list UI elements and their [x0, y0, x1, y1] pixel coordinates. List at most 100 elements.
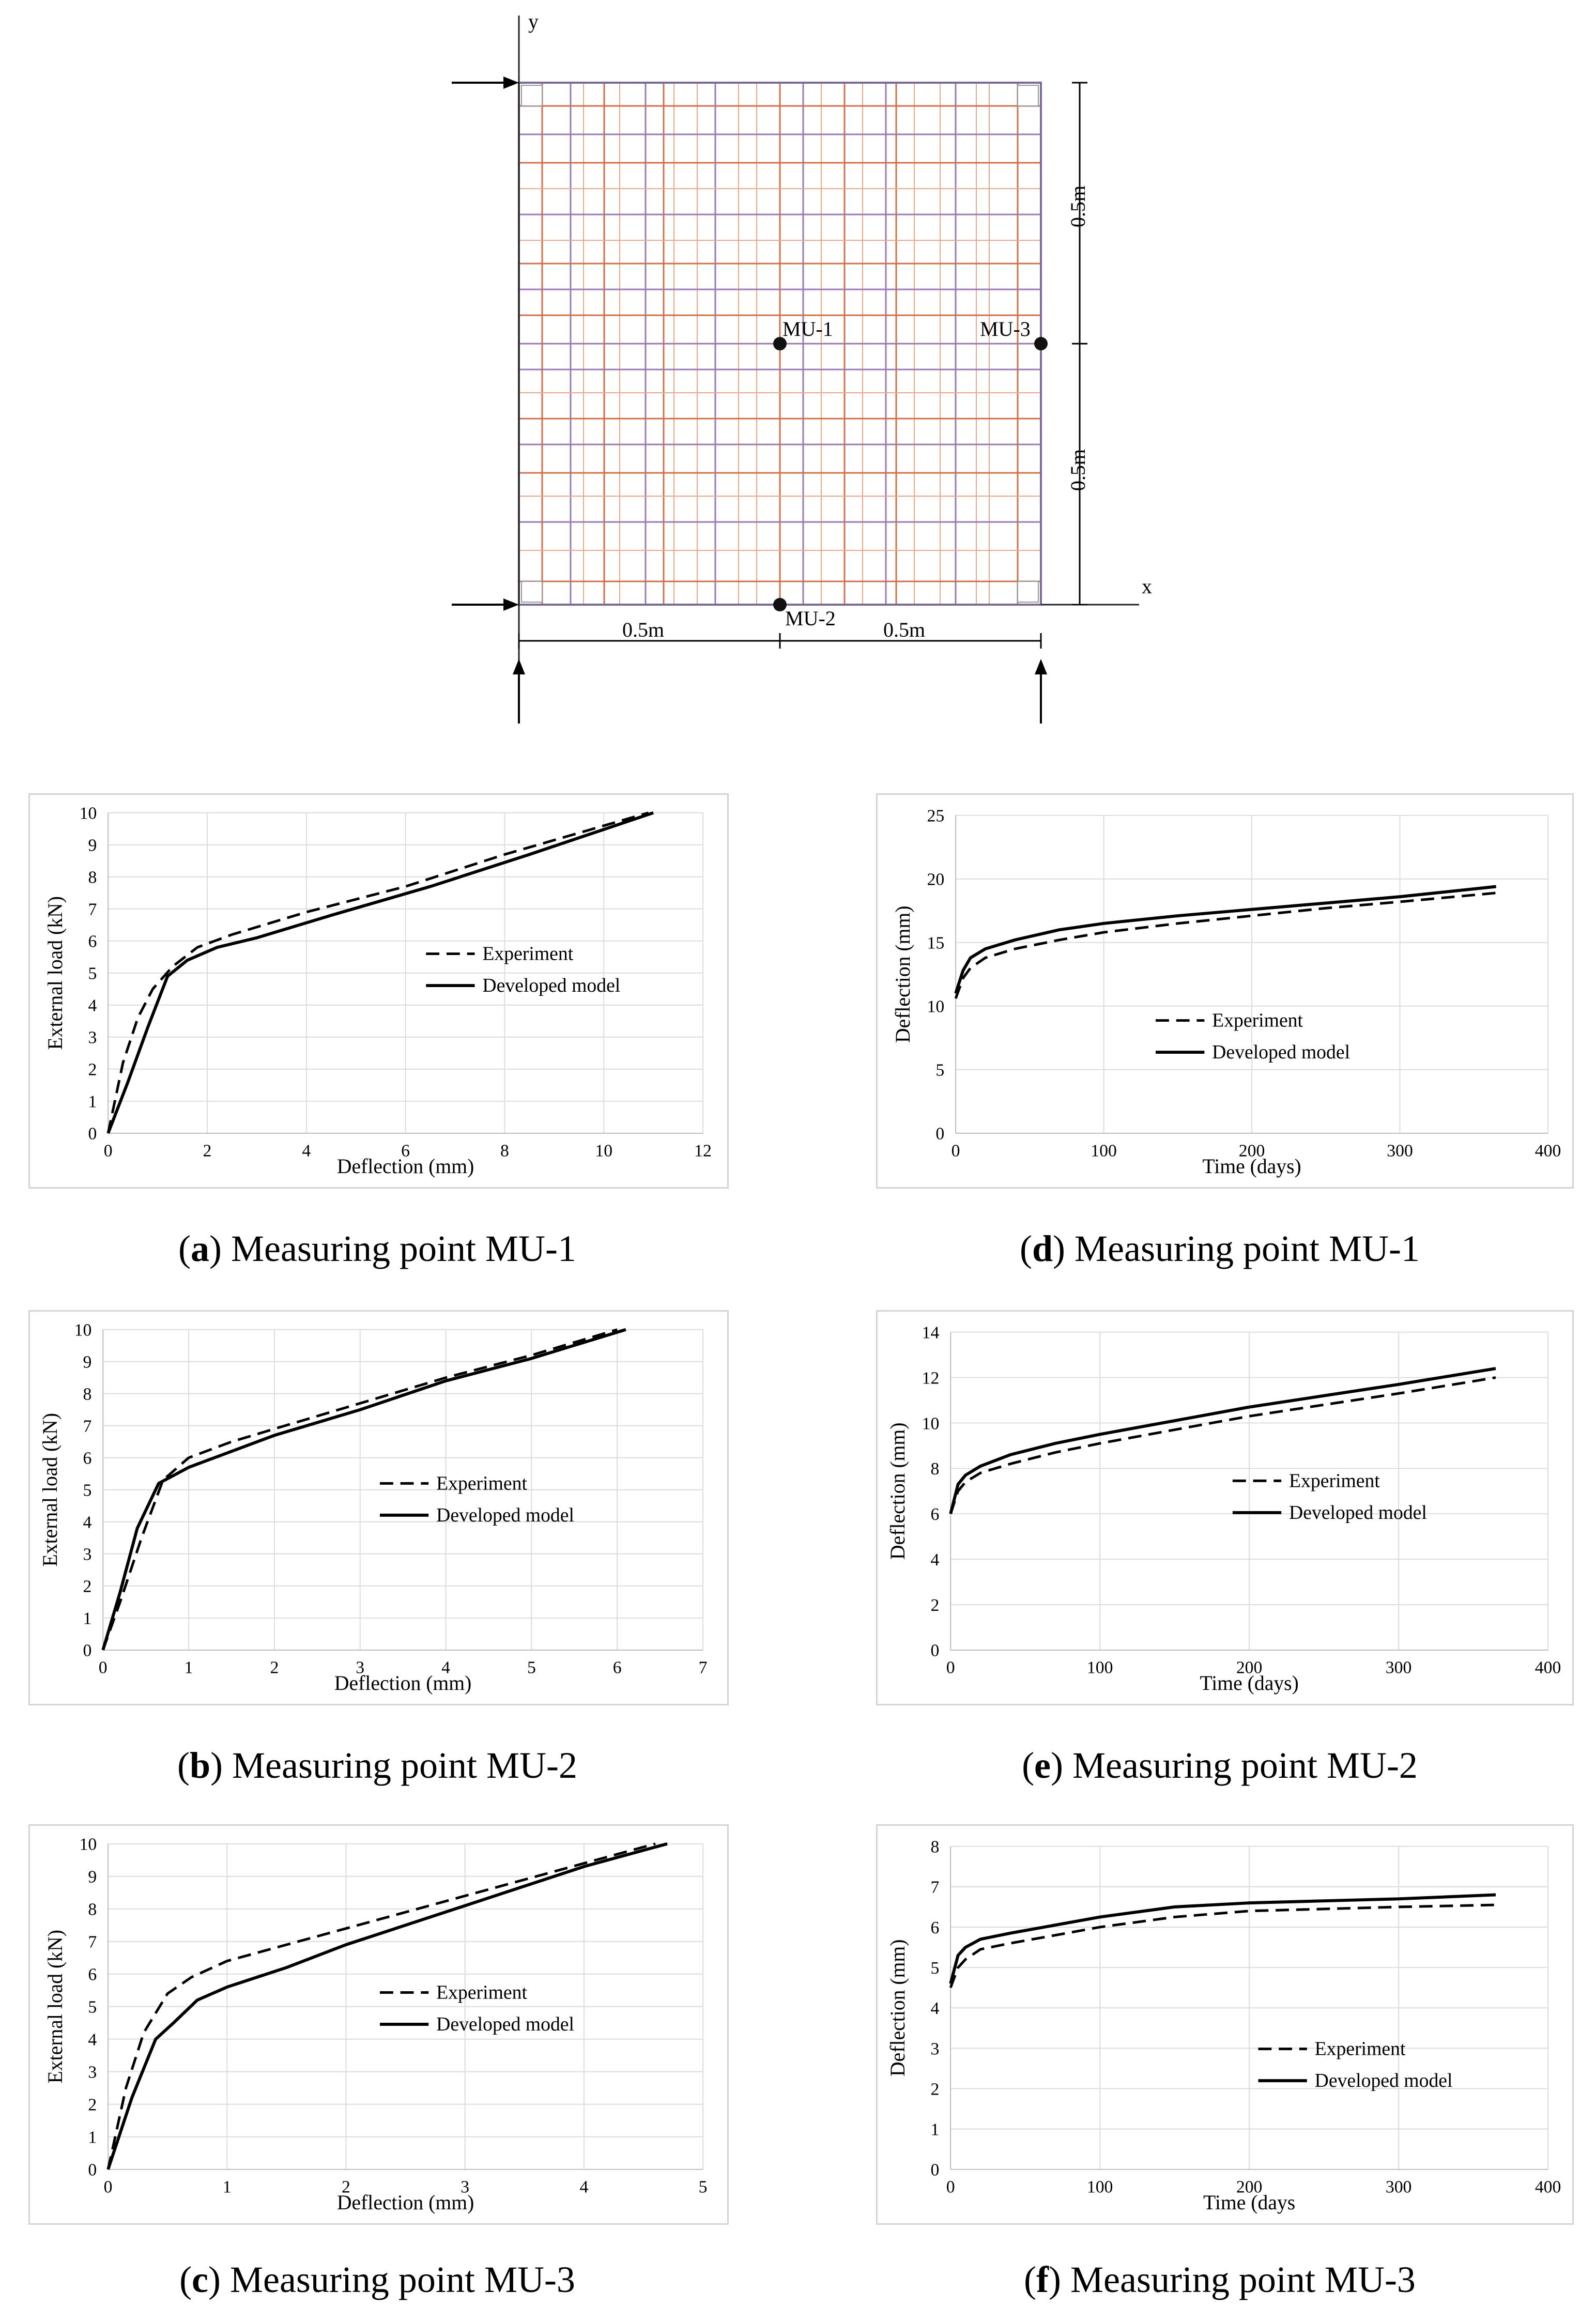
legend-label: Developed model: [1212, 1041, 1350, 1063]
y-tick-label: 5: [935, 1061, 944, 1080]
support-bottom-left: [521, 581, 543, 603]
x-tick-label: 0: [104, 1141, 113, 1160]
y-tick-label: 0: [83, 1641, 92, 1660]
point-mu-3-label: MU-3: [980, 317, 1031, 341]
y-tick-label: 4: [88, 996, 97, 1016]
x-tick-label: 200: [1239, 1141, 1265, 1160]
point-mu-1: [773, 337, 787, 350]
caption-c: (c) Measuring point MU-3: [179, 2259, 575, 2300]
y-tick-label: 3: [88, 2063, 97, 2082]
y-tick-label: 10: [927, 997, 945, 1017]
y-tick-label: 8: [930, 1838, 939, 1857]
x-tick-label: 4: [579, 2177, 588, 2196]
y-tick-label: 4: [930, 1999, 939, 2018]
y-axis-label: y: [528, 10, 539, 33]
y-tick-label: 0: [88, 1125, 97, 1144]
y-tick-label: 3: [88, 1028, 97, 1048]
chart-d-svg: 0 100 200 300 400 0 5 10 15 20 25 Time (days) Deflec…: [892, 807, 1561, 1178]
caption-b: (b) Measuring point MU-2: [177, 1745, 577, 1786]
x-tick-label: 0: [104, 2177, 113, 2196]
caption-d: (d) Measuring point MU-1: [1020, 1228, 1420, 1269]
y-tick-label: 8: [88, 1900, 97, 1919]
chart-e-svg: 0 100 200 300 400 0 2 4 6 8 10 12 14 Time (days) Defle…: [886, 1324, 1561, 1695]
legend-label: Experiment: [1315, 2038, 1406, 2060]
dimension-y-bottom: 0.5m: [1066, 449, 1089, 491]
chart-panel-d: 0 100 200 300 400 0 5 10 15 20 25 Time (days) Deflec…: [876, 793, 1574, 1189]
y-axis-label: External load (kN): [44, 896, 67, 1050]
y-tick-label: 5: [88, 1998, 97, 2017]
y-tick-label: 2: [931, 1596, 940, 1615]
x-tick-label: 7: [699, 1658, 708, 1677]
x-tick-label: 6: [401, 1141, 410, 1160]
x-tick-label: 300: [1386, 1658, 1412, 1677]
point-mu-1-label: MU-1: [782, 317, 833, 341]
y-tick-label: 0: [88, 2161, 97, 2180]
x-tick-label: 300: [1387, 1141, 1413, 1160]
dimension-y-top: 0.5m: [1066, 186, 1089, 227]
x-tick-label: 400: [1535, 1658, 1561, 1677]
point-mu-3: [1034, 337, 1048, 350]
x-tick-label: 10: [595, 1141, 612, 1160]
y-tick-label: 8: [88, 868, 97, 887]
x-tick-label: 0: [946, 2177, 955, 2196]
legend-label: Experiment: [436, 1472, 527, 1494]
series-line-experiment: [949, 1903, 1496, 1989]
slab-grid-diagram: y x 0.5m 0.5m 0.5m 0.5m MU-1 MU-2 MU-3: [452, 0, 1158, 724]
chart-f-svg: 0 100 200 300 400 0 1 2 3 4 5 6 7 8 Time (days Deflecti…: [886, 1838, 1561, 2214]
y-axis-label: External load (kN): [44, 1930, 67, 2083]
x-tick-label: 100: [1087, 2177, 1113, 2196]
series-line-experiment: [106, 811, 649, 1134]
y-tick-label: 12: [922, 1368, 940, 1388]
x-tick-label: 3: [461, 2177, 469, 2196]
dimension-x-right: 0.5m: [883, 618, 925, 641]
y-tick-label: 7: [88, 1933, 97, 1952]
x-tick-label: 300: [1386, 2177, 1412, 2196]
y-axis-label: Deflection (mm): [886, 1940, 909, 2076]
series-line-developed-model: [954, 885, 1497, 994]
support-bottom-right: [1017, 581, 1039, 603]
y-tick-label: 4: [931, 1550, 940, 1570]
x-tick-label: 8: [500, 1141, 509, 1160]
series-line-experiment: [949, 1376, 1496, 1514]
x-axis-label: Time (days: [1203, 2191, 1295, 2214]
x-axis-label: Deflection (mm): [337, 1155, 474, 1178]
x-tick-label: 2: [203, 1141, 212, 1160]
legend-label: Developed model: [482, 975, 620, 996]
legend-label: Developed model: [436, 1504, 574, 1526]
legend-label: Developed model: [1315, 2070, 1453, 2091]
x-tick-label: 4: [302, 1141, 311, 1160]
y-axis-label: Deflection (mm): [886, 1423, 909, 1560]
y-tick-label: 6: [930, 1918, 939, 1937]
legend-label: Experiment: [436, 1981, 527, 2003]
x-axis-label: Time (days): [1200, 1672, 1298, 1695]
chart-panel-c: 0 1 2 3 4 5 0 1 2 3 4 5 6 7 8 9 10 Deflection (mm) Externa…: [28, 1824, 729, 2225]
y-tick-label: 14: [922, 1324, 940, 1343]
y-tick-label: 8: [83, 1385, 92, 1404]
caption-e: (e) Measuring point MU-2: [1022, 1745, 1418, 1786]
slab-grid-svg: y x 0.5m 0.5m 0.5m 0.5m MU-1 MU-2 MU-3: [452, 10, 1152, 724]
support-arrowhead-right: [1035, 659, 1047, 674]
x-axis-label: x: [1142, 575, 1152, 598]
y-tick-label: 15: [927, 934, 945, 953]
x-tick-label: 12: [694, 1141, 712, 1160]
caption-a: (a) Measuring point MU-1: [178, 1228, 576, 1269]
y-tick-label: 25: [927, 807, 945, 826]
y-tick-label: 5: [83, 1481, 92, 1500]
point-mu-2-label: MU-2: [785, 607, 836, 630]
legend-label: Developed model: [436, 2013, 574, 2035]
series-line-developed-model: [106, 811, 654, 1134]
chart-c-svg: 0 1 2 3 4 5 0 1 2 3 4 5 6 7 8 9 10 Deflection (mm) Externa…: [44, 1835, 708, 2214]
y-tick-label: 3: [930, 2039, 939, 2058]
chart-panel-e: 0 100 200 300 400 0 2 4 6 8 10 12 14 Time (days) Defle…: [876, 1310, 1574, 1705]
x-tick-label: 5: [527, 1658, 536, 1677]
y-tick-label: 10: [74, 1321, 92, 1340]
chart-panel-a: 0 2 4 6 8 10 12 0 1 2 3 4 5 6 7 8 9 10 Deflection (mm) Exte…: [28, 793, 729, 1189]
y-tick-label: 8: [931, 1459, 940, 1479]
series-line-experiment: [954, 891, 1496, 999]
support-top-right: [1017, 85, 1039, 106]
y-tick-label: 4: [88, 2030, 97, 2050]
y-tick-label: 7: [88, 900, 97, 919]
y-tick-label: 9: [88, 836, 97, 855]
x-tick-label: 2: [270, 1658, 279, 1677]
